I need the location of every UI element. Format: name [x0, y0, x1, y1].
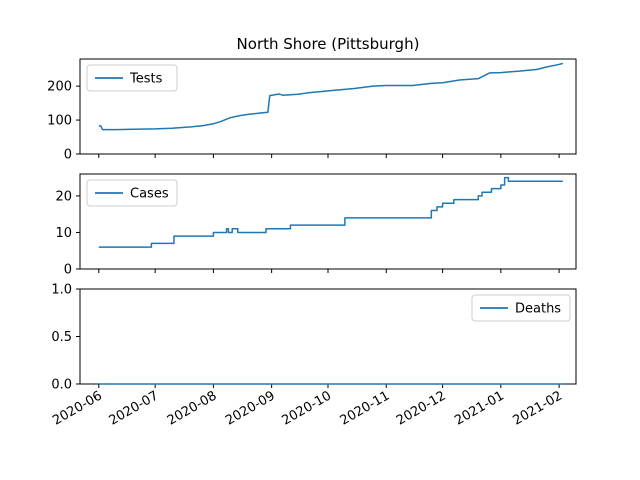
legend-tests: Tests [86, 64, 178, 92]
y-tick-label: 100 [47, 114, 72, 129]
y-tick-label: 0.5 [51, 330, 72, 345]
legend-deaths: Deaths [471, 294, 571, 322]
legend-label: Deaths [515, 302, 561, 317]
series-line-tests [98, 62, 564, 131]
x-tick-label: 2020-09 [223, 388, 278, 428]
y-tick-label: 0 [64, 263, 72, 278]
legend-box [86, 64, 178, 92]
y-tick-label: 10 [55, 226, 72, 241]
x-tick-label: 2021-01 [452, 388, 507, 428]
series-line-cases [98, 176, 563, 248]
panel-cases: 0 10 20 Cases [55, 173, 577, 278]
y-tick-label: 1.0 [51, 283, 72, 298]
legend-box [471, 294, 571, 322]
y-tick-label: 200 [47, 80, 72, 95]
y-tick-label: 20 [55, 189, 72, 204]
y-tick-label: 0.0 [51, 378, 72, 393]
x-tick-label: 2021-02 [511, 388, 566, 428]
x-tick-label: 2020-10 [279, 388, 334, 428]
panel-deaths: 0.0 0.5 1.0 Deaths [51, 283, 577, 393]
x-tick-label: 2020-08 [165, 388, 220, 428]
legend-cases: Cases [86, 179, 178, 207]
y-tick-label: 0 [64, 148, 72, 163]
x-tick-label: 2020-11 [338, 388, 393, 428]
chart-title: North Shore (Pittsburgh) [237, 35, 420, 53]
x-tick-label: 2020-12 [394, 388, 449, 428]
legend-box [86, 179, 178, 207]
x-axis: 2020-06 2020-07 2020-08 2020-09 2020-10 2020-… [50, 388, 565, 428]
x-tick-label: 2020-07 [107, 388, 162, 428]
panel-tests: 0 100 200 Tests [47, 58, 577, 163]
legend-label: Cases [130, 187, 169, 202]
x-tick-label: 2020-06 [50, 388, 105, 428]
legend-label: Tests [129, 72, 163, 87]
panels: 0 100 200 Tests 0 10 20 Cases 0.0 0.5 1.0 Deaths [47, 58, 577, 393]
